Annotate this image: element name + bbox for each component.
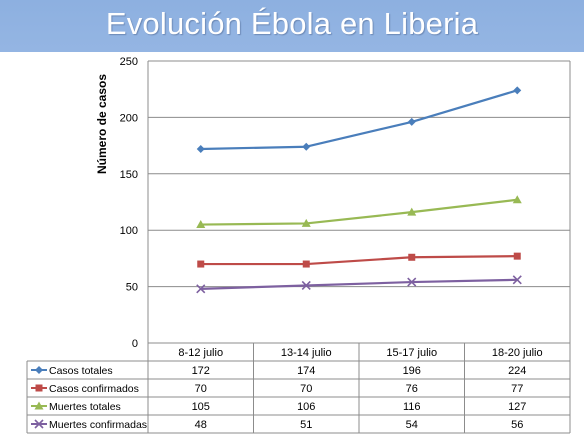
data-point xyxy=(512,195,522,204)
chart-panel xyxy=(0,52,584,440)
y-tick-label: 250 xyxy=(120,56,138,68)
data-point xyxy=(301,280,311,291)
data-point xyxy=(513,86,522,95)
series-line-0 xyxy=(200,89,518,151)
table-value: 70 xyxy=(195,383,207,395)
axes xyxy=(147,60,571,347)
legend-key-marker xyxy=(35,366,43,374)
data-point xyxy=(196,284,206,294)
series-line-1 xyxy=(200,255,518,266)
data-point xyxy=(513,252,521,260)
x-category-label: 8-12 julio xyxy=(178,347,223,359)
legend-key-marker xyxy=(34,401,44,410)
table-value: 48 xyxy=(195,419,207,431)
data-point xyxy=(196,144,205,153)
table-value: 106 xyxy=(297,401,315,413)
table-value: 77 xyxy=(511,383,523,395)
table-value: 54 xyxy=(406,419,418,431)
table-value: 224 xyxy=(508,365,526,377)
table-value: 172 xyxy=(192,365,210,377)
table-value: 105 xyxy=(192,401,210,413)
x-category-label: 15-17 julio xyxy=(386,347,437,359)
slide-title: Evolución Ébola en Liberia xyxy=(105,6,479,41)
series-lines xyxy=(196,86,522,294)
gridlines xyxy=(148,60,570,288)
data-point xyxy=(407,207,417,216)
table-value: 76 xyxy=(406,383,418,395)
y-axis-label: Número de casos xyxy=(95,74,109,174)
x-category-label: 18-20 julio xyxy=(492,347,543,359)
table-value: 127 xyxy=(508,401,526,413)
data-point xyxy=(408,253,416,261)
table-value: 51 xyxy=(300,419,312,431)
y-tick-label: 200 xyxy=(120,112,138,124)
x-category-label: 13-14 julio xyxy=(281,347,332,359)
legend-key-marker xyxy=(34,419,44,429)
data-point xyxy=(302,260,310,268)
data-point xyxy=(301,218,311,227)
data-point xyxy=(407,277,417,287)
data-table: 8-12 julio 13-14 julio 15-17 julio 18-20 ju… xyxy=(26,342,571,434)
table-value: 70 xyxy=(300,383,312,395)
data-point xyxy=(512,275,522,285)
y-tick-label: 0 xyxy=(132,338,138,350)
legend-label: Muertes totales xyxy=(49,401,121,413)
y-tick-label: 50 xyxy=(126,282,138,294)
y-tick-label: 150 xyxy=(120,169,138,181)
series-line-2 xyxy=(200,198,518,226)
data-point xyxy=(196,220,206,229)
legend-label: Casos confirmados xyxy=(49,383,139,395)
data-point xyxy=(302,142,311,151)
legend-key-marker xyxy=(35,384,43,392)
y-tick-label: 100 xyxy=(120,225,138,237)
table-value: 196 xyxy=(403,365,421,377)
series-line-3 xyxy=(200,278,518,290)
data-point xyxy=(407,117,416,126)
legend-label: Casos totales xyxy=(49,365,113,377)
table-value: 116 xyxy=(403,401,421,413)
legend-label: Muertes confirmadas xyxy=(49,419,147,431)
data-point xyxy=(197,260,205,268)
table-value: 174 xyxy=(297,365,315,377)
y-tick-labels: 0 50 100 150 200 250 xyxy=(120,56,138,350)
table-value: 56 xyxy=(511,419,523,431)
